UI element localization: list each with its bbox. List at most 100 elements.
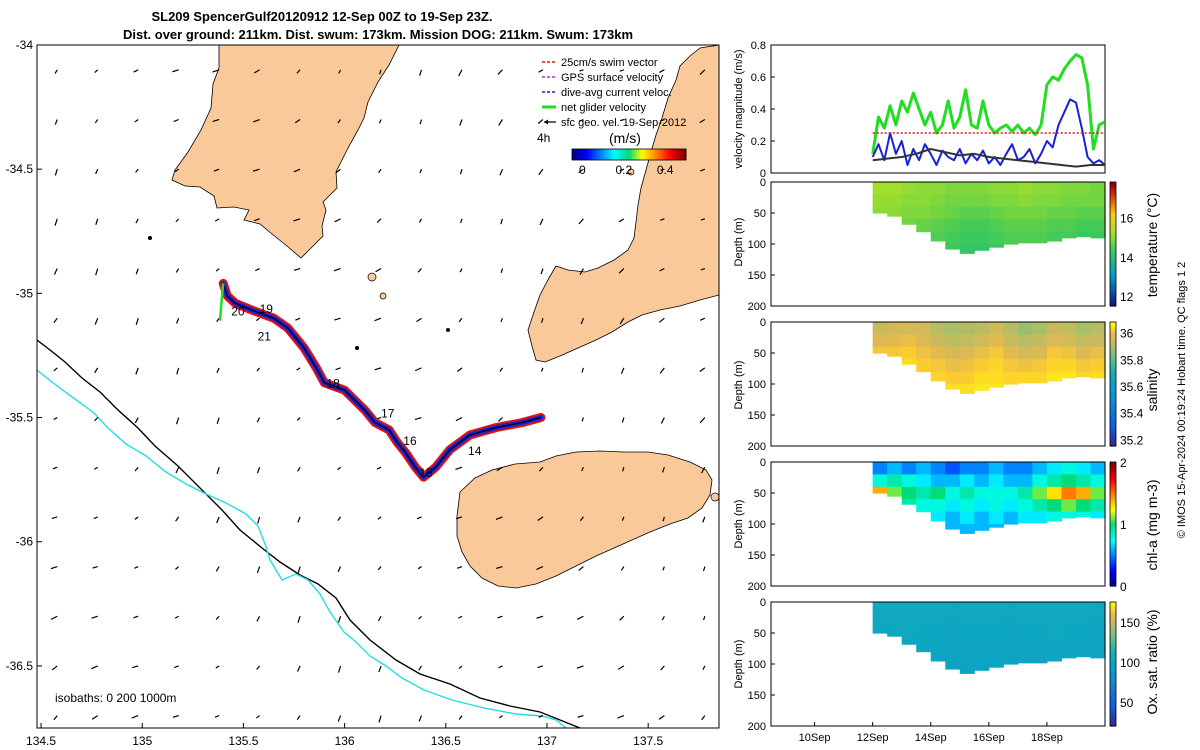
section-cell bbox=[974, 359, 990, 373]
cbar-swatch bbox=[1110, 614, 1116, 618]
colorbar-swatch bbox=[646, 149, 650, 160]
section-cell bbox=[988, 486, 1004, 500]
section-y-tick-label: 50 bbox=[754, 488, 766, 500]
colorbar-swatch bbox=[574, 149, 579, 160]
velocity-arrow bbox=[50, 565, 58, 570]
velocity-arrow bbox=[334, 218, 341, 223]
velocity-arrow bbox=[52, 466, 58, 470]
cbar-swatch bbox=[1110, 681, 1116, 685]
velocity-arrow bbox=[700, 168, 706, 172]
cbar-swatch bbox=[1110, 361, 1116, 365]
section-cell bbox=[901, 626, 917, 640]
velocity-y-tick-label: 0.6 bbox=[751, 72, 766, 84]
section-cell bbox=[901, 462, 917, 475]
cbar-swatch bbox=[1110, 504, 1116, 508]
cbar-swatch bbox=[1110, 293, 1116, 297]
colorbar-swatch bbox=[643, 149, 647, 160]
section-cell bbox=[945, 664, 961, 670]
section-cell bbox=[974, 346, 990, 360]
section-cell bbox=[1046, 614, 1063, 628]
section-cell bbox=[1061, 219, 1077, 233]
velocity-arrow bbox=[297, 466, 301, 472]
velocity-arrow bbox=[497, 615, 503, 619]
velocity-arrow bbox=[256, 467, 261, 474]
section-cell bbox=[1017, 474, 1033, 488]
cbar-swatch bbox=[1110, 723, 1116, 727]
section-cell bbox=[959, 244, 975, 254]
section-cell bbox=[959, 206, 975, 220]
cbar-swatch bbox=[1110, 256, 1116, 260]
cbar-swatch bbox=[1110, 298, 1116, 302]
velocity-arrow bbox=[174, 615, 179, 619]
colorbar-swatch bbox=[614, 149, 619, 160]
section-cell bbox=[1046, 651, 1063, 662]
velocity-arrow bbox=[53, 367, 58, 372]
land-eyre-peninsula bbox=[171, 45, 400, 259]
colorbar-swatch bbox=[617, 149, 621, 160]
velocity-arrow bbox=[537, 665, 544, 669]
section-cell bbox=[916, 602, 932, 615]
cbar-swatch bbox=[1110, 283, 1116, 287]
map-y-tick-label: -34.5 bbox=[6, 162, 34, 176]
velocity-arrow bbox=[581, 466, 584, 472]
section-cell bbox=[872, 602, 888, 615]
cbar-swatch bbox=[1110, 624, 1116, 628]
section-cell bbox=[959, 614, 975, 628]
colorbar-swatch bbox=[600, 149, 604, 160]
section-cell bbox=[1061, 371, 1077, 379]
cbar-swatch bbox=[1110, 354, 1116, 358]
cbar-swatch bbox=[1110, 393, 1116, 397]
velocity-arrow bbox=[498, 665, 503, 669]
section-cell bbox=[1075, 651, 1092, 658]
section-y-tick-label: 150 bbox=[748, 690, 766, 702]
section-cell bbox=[930, 602, 946, 615]
velocity-arrow bbox=[214, 715, 220, 718]
section-cell bbox=[1017, 486, 1033, 500]
section-cell bbox=[1090, 614, 1106, 628]
velocity-arrow bbox=[619, 317, 625, 325]
section-cell bbox=[945, 334, 961, 348]
section-cell bbox=[959, 194, 975, 208]
cbar-swatch bbox=[1110, 708, 1116, 712]
section-cell bbox=[887, 182, 903, 195]
velocity-arrow bbox=[337, 466, 341, 471]
section-cell bbox=[1017, 511, 1033, 524]
cbar-swatch bbox=[1110, 718, 1116, 722]
velocity-series bbox=[871, 53, 1105, 168]
cbar-swatch bbox=[1110, 261, 1116, 265]
cbar-swatch bbox=[1110, 509, 1116, 513]
cbar-swatch bbox=[1110, 411, 1116, 415]
cbar-swatch bbox=[1110, 291, 1116, 295]
section-cell bbox=[1046, 499, 1063, 513]
section-cell bbox=[1003, 206, 1019, 220]
section-y-tick-label: 150 bbox=[748, 270, 766, 282]
cbar-swatch bbox=[1110, 551, 1116, 555]
cbar-tick-label: 35.2 bbox=[1120, 433, 1144, 447]
cbar-tick-label: 150 bbox=[1120, 616, 1140, 630]
section-cell bbox=[959, 651, 975, 665]
velocity-arrow bbox=[212, 69, 220, 73]
cbar-swatch bbox=[1110, 196, 1116, 200]
velocity-arrow bbox=[538, 69, 544, 73]
section-cell bbox=[945, 499, 961, 513]
velocity-arrow bbox=[459, 268, 463, 273]
cbar-swatch bbox=[1110, 231, 1116, 235]
map-y-tick-label: -35 bbox=[16, 286, 34, 300]
section-cell bbox=[916, 486, 932, 500]
section-cell bbox=[1003, 499, 1019, 513]
cbar-swatch bbox=[1110, 324, 1116, 328]
cbar-swatch bbox=[1110, 573, 1116, 577]
velocity-arrow bbox=[135, 318, 139, 325]
isobath-label: isobaths: 0 200 1000m bbox=[55, 691, 176, 705]
section-cell bbox=[887, 462, 903, 475]
cbar-swatch bbox=[1110, 583, 1116, 587]
colorbar-swatch bbox=[606, 149, 610, 160]
cbar-swatch bbox=[1110, 511, 1116, 515]
section-cell bbox=[901, 194, 917, 208]
velocity-arrow bbox=[51, 665, 58, 671]
section-cell bbox=[1003, 346, 1019, 360]
section-cell bbox=[1032, 346, 1048, 360]
section-cell bbox=[1075, 346, 1092, 360]
section-cell bbox=[1046, 219, 1063, 233]
velocity-arrow bbox=[540, 268, 544, 275]
